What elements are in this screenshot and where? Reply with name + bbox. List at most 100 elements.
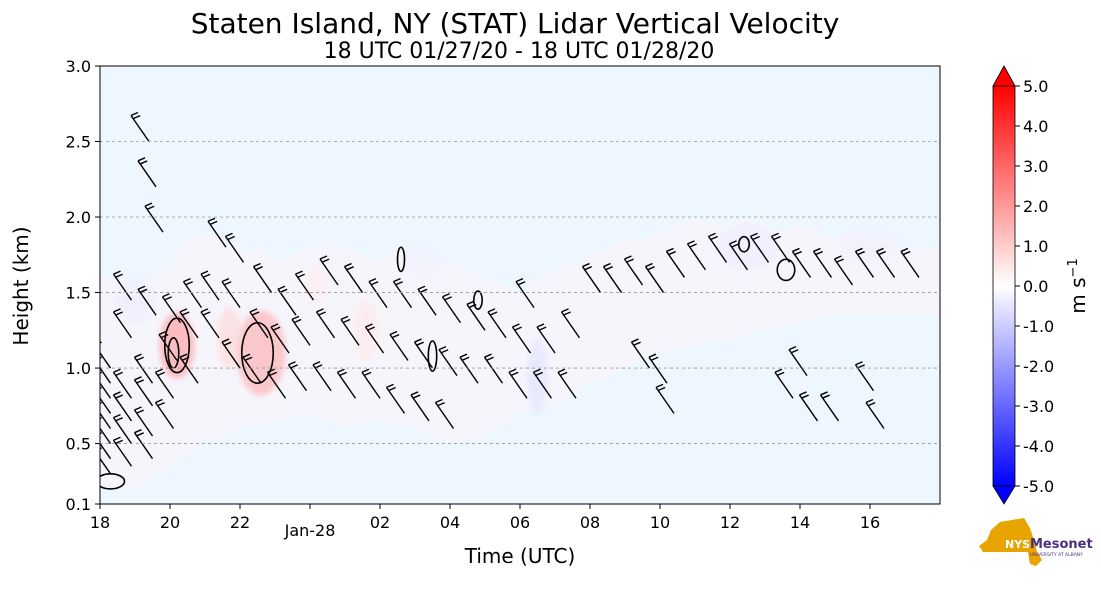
barb-staff: [287, 364, 308, 392]
barb-feather: [137, 157, 146, 162]
x-tick-label: 22: [230, 513, 250, 532]
barb-feather: [290, 364, 298, 369]
wind-barb: [441, 293, 462, 324]
wind-barb: [581, 262, 602, 293]
barb-feather: [605, 266, 613, 271]
barb-feather: [340, 315, 349, 321]
wind-barb: [413, 338, 434, 369]
barb-feather: [136, 409, 144, 414]
wind-barb: [665, 247, 686, 278]
barb-staff: [865, 402, 885, 429]
barb-feather: [799, 391, 807, 396]
barb-feather: [130, 111, 139, 117]
barb-staff: [728, 243, 749, 271]
barb-staff: [532, 371, 553, 399]
barb-feather: [113, 308, 121, 313]
barb-feather: [319, 255, 328, 260]
wind-barb: [130, 111, 150, 142]
barb-staff: [630, 341, 651, 369]
barb-feather: [792, 247, 800, 253]
colorbar-tick-label: 5.0: [1023, 77, 1048, 96]
barb-feather: [878, 250, 886, 256]
barb-staff: [368, 281, 388, 309]
barb-feather: [181, 356, 190, 361]
wind-barb: [161, 293, 182, 324]
barb-staff: [900, 251, 920, 278]
barb-feather: [771, 232, 779, 237]
barb-feather: [902, 250, 911, 256]
barb-feather: [209, 220, 218, 226]
barb-feather: [487, 308, 496, 313]
wind-barb: [112, 436, 133, 467]
barb-feather: [820, 391, 828, 396]
barb-staff: [508, 371, 528, 399]
barb-feather: [134, 376, 142, 381]
barb-feather: [750, 232, 758, 237]
barb-staff: [179, 311, 199, 339]
barb-staff: [389, 334, 409, 361]
wind-barb: [343, 262, 364, 293]
colorbar-label-exponent: −1: [1066, 258, 1081, 277]
wind-barb: [854, 247, 875, 278]
barb-staff: [459, 356, 479, 384]
barb-staff: [112, 273, 133, 301]
barb-feather: [788, 345, 797, 351]
barb-feather: [857, 250, 865, 256]
barb-staff: [100, 396, 112, 414]
barb-feather: [655, 383, 664, 389]
barb-feather: [857, 364, 865, 369]
barb-feather: [708, 232, 716, 237]
wind-barb: [770, 232, 791, 263]
barb-staff: [100, 442, 112, 460]
barb-staff: [791, 251, 812, 278]
wind-barb: [277, 285, 297, 316]
barb-feather: [836, 258, 844, 263]
wind-barb: [487, 308, 507, 339]
barb-staff: [200, 311, 220, 339]
barb-staff: [833, 258, 854, 286]
wind-barb: [389, 330, 409, 361]
barb-staff: [875, 251, 896, 278]
wind-barb: [623, 255, 644, 286]
barb-staff: [112, 394, 133, 422]
barb-feather: [202, 311, 211, 316]
barb-feather: [255, 266, 263, 271]
barb-staff: [252, 266, 273, 293]
barb-staff: [336, 371, 357, 399]
barb-feather: [416, 341, 424, 346]
barb-feather: [321, 258, 330, 263]
barb-feather: [855, 361, 863, 366]
barb-feather: [710, 235, 718, 241]
barb-feather: [223, 281, 232, 286]
barb-feather: [388, 386, 396, 392]
velocity-patch: [527, 337, 548, 414]
wind-barb: [774, 368, 794, 399]
barb-feather: [207, 217, 216, 222]
barb-feather: [93, 354, 100, 357]
barb-feather: [391, 333, 400, 339]
barb-staff: [812, 251, 833, 278]
barb-staff: [179, 356, 199, 384]
x-tick-label: 16: [860, 513, 880, 532]
barb-staff: [361, 371, 381, 399]
barb-staff: [819, 394, 840, 422]
barb-feather: [512, 323, 520, 328]
wind-barb: [294, 270, 315, 301]
barb-staff: [417, 288, 437, 316]
x-axis-label: Time (UTC): [464, 544, 576, 568]
wind-barb: [252, 262, 273, 293]
barb-feather: [113, 436, 121, 441]
barb-feather: [297, 273, 305, 278]
barb-feather: [251, 311, 260, 316]
velocity-contour: [427, 340, 438, 372]
barb-feather: [417, 285, 426, 290]
wind-barb: [655, 383, 675, 414]
barb-feather: [648, 353, 657, 358]
wind-barb: [221, 338, 241, 369]
velocity-contour: [472, 290, 483, 310]
barb-staff: [100, 457, 112, 475]
barb-feather: [486, 356, 494, 361]
y-tick-label: 2.5: [66, 133, 91, 152]
barb-feather: [202, 273, 211, 278]
